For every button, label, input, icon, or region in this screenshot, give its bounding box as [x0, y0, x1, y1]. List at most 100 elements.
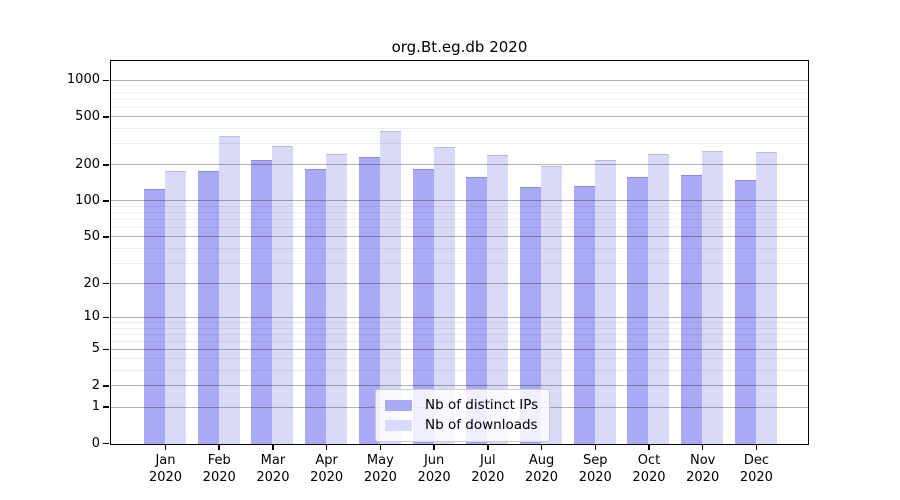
x-tick-label: Apr 2020	[310, 452, 344, 485]
gridline-minor	[111, 212, 808, 214]
x-tick-mark	[272, 445, 274, 450]
gridline-major	[111, 385, 808, 387]
x-tick-mark	[218, 445, 220, 450]
x-tick-mark	[594, 445, 596, 450]
gridline-minor	[111, 85, 808, 87]
gridline-minor	[111, 106, 808, 108]
x-tick-mark	[487, 445, 489, 450]
x-tick-label: Oct 2020	[632, 452, 666, 485]
gridline-minor	[111, 327, 808, 329]
gridline-major	[111, 200, 808, 202]
x-tick-mark	[164, 445, 167, 450]
x-tick-mark	[325, 445, 328, 450]
bar-sep-downloads	[594, 159, 616, 444]
bar-mar-downloads	[272, 145, 294, 444]
grid-layer	[111, 61, 808, 444]
legend-swatch-distinct-ips	[385, 399, 412, 411]
bar-feb-ips	[197, 170, 219, 444]
y-tick-mark	[103, 164, 109, 166]
y-tick-label: 200	[75, 156, 100, 172]
gridline-minor	[111, 370, 808, 372]
y-tick-label: 20	[83, 275, 100, 291]
y-tick-label: 2	[91, 377, 100, 393]
bar-nov-ips	[681, 175, 703, 444]
y-tick-label: 100	[75, 192, 100, 208]
gridline-major	[111, 283, 808, 284]
x-tick-mark	[379, 445, 382, 450]
bar-dec-downloads	[755, 151, 777, 444]
y-tick-label: 500	[75, 108, 100, 124]
gridline-minor	[111, 218, 808, 220]
gridline-minor	[111, 98, 808, 100]
y-tick-mark	[103, 348, 109, 351]
gridline-minor	[111, 247, 808, 249]
y-tick-mark	[103, 79, 109, 82]
legend-swatch-downloads	[385, 419, 412, 431]
gridline-major	[111, 164, 808, 166]
gridline-major	[111, 316, 808, 318]
y-tick-mark	[103, 236, 109, 238]
bar-jan-downloads	[165, 171, 186, 444]
x-tick-label: May 2020	[363, 452, 397, 485]
y-tick-label: 1000	[66, 72, 100, 88]
legend-label-distinct-ips: Nb of distinct IPs	[425, 397, 539, 413]
y-tick-mark	[103, 200, 109, 202]
bar-oct-downloads	[648, 153, 670, 444]
x-tick-label: Nov 2020	[686, 452, 720, 485]
gridline-minor	[111, 358, 808, 360]
y-tick-mark	[103, 282, 109, 285]
x-tick-label: Sep 2020	[578, 452, 612, 485]
y-tick-mark	[103, 116, 109, 118]
plot-area	[110, 60, 809, 445]
gridline-minor	[111, 143, 808, 145]
x-tick-label: Mar 2020	[256, 452, 290, 485]
y-tick-label: 0	[91, 435, 100, 451]
gridline-major	[111, 116, 808, 118]
y-tick-label: 5	[91, 341, 100, 357]
x-tick-mark	[540, 445, 543, 450]
gridline-minor	[111, 205, 808, 207]
bar-sep-ips	[573, 186, 595, 444]
gridline-minor	[111, 128, 808, 130]
x-tick-mark	[433, 445, 435, 450]
x-tick-label: Dec 2020	[739, 452, 773, 485]
gridline-minor	[111, 226, 808, 228]
x-tick-mark	[755, 445, 758, 450]
legend-item-distinct-ips: Nb of distinct IPs	[385, 395, 538, 415]
gridline-minor	[111, 340, 808, 342]
x-tick-label: Jul 2020	[471, 452, 505, 485]
bar-jan-ips	[144, 189, 165, 444]
y-tick-mark	[103, 385, 109, 387]
legend: Nb of distinct IPs Nb of downloads	[375, 389, 551, 442]
gridline-major	[111, 348, 808, 350]
y-tick-mark	[103, 316, 109, 319]
bar-nov-downloads	[702, 151, 724, 444]
x-tick-label: Feb 2020	[202, 452, 236, 485]
legend-item-downloads: Nb of downloads	[385, 415, 538, 435]
legend-label-downloads: Nb of downloads	[425, 417, 538, 433]
chart-title: org.Bt.eg.db 2020	[391, 38, 528, 56]
bars-layer	[111, 61, 808, 444]
gridline-minor	[111, 262, 808, 264]
bar-dec-ips	[734, 180, 756, 444]
y-tick-label: 1	[91, 399, 100, 415]
bar-feb-downloads	[218, 136, 240, 444]
bar-oct-ips	[627, 176, 649, 444]
bar-apr-downloads	[326, 153, 348, 444]
x-tick-label: Jun 2020	[417, 452, 451, 485]
gridline-major	[111, 79, 808, 81]
y-tick-label: 10	[83, 309, 100, 325]
y-tick-mark	[103, 406, 109, 408]
x-tick-label: Aug 2020	[524, 452, 559, 485]
gridline-minor	[111, 333, 808, 335]
gridline-major	[111, 236, 808, 238]
x-tick-mark	[648, 445, 650, 450]
bar-mar-ips	[251, 160, 273, 444]
y-tick-mark	[103, 442, 109, 445]
y-tick-label: 50	[83, 228, 100, 244]
x-tick-mark	[701, 445, 704, 450]
gridline-minor	[111, 322, 808, 323]
gridline-minor	[111, 91, 808, 93]
x-tick-label: Jan 2020	[148, 452, 183, 485]
